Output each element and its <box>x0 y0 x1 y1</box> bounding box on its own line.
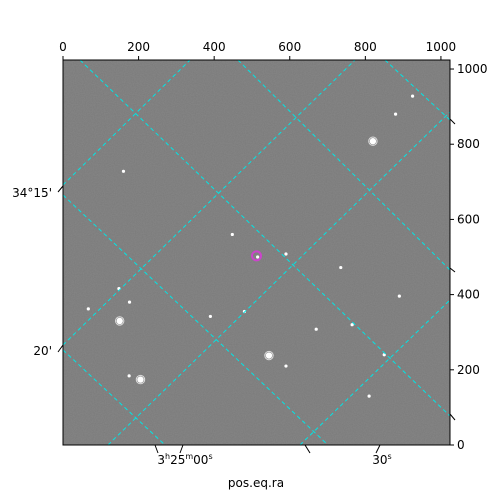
ra-tick-label-1: 3h25m00s <box>157 452 212 467</box>
y-pixel-ticks: 0 200 400 600 800 1000 <box>450 62 488 452</box>
grid-line <box>237 60 450 271</box>
world-coordinate-ticks <box>57 118 456 454</box>
world-tick-mark <box>304 444 311 454</box>
star-point <box>284 252 288 256</box>
plot-frame <box>62 59 451 446</box>
world-tick-mark <box>57 344 64 353</box>
grid-line <box>384 60 450 121</box>
star-point <box>410 94 415 98</box>
star-point <box>208 314 212 319</box>
star-point <box>339 265 343 270</box>
x-tick-label: 600 <box>278 40 301 54</box>
star-point <box>86 307 90 311</box>
world-tick-mark <box>449 118 456 125</box>
world-tick-mark <box>449 413 456 421</box>
star-point <box>121 169 126 173</box>
star-point <box>397 294 401 298</box>
world-tick-mark <box>375 444 381 454</box>
star-point <box>127 374 131 378</box>
y-tick-label: 600 <box>457 212 480 226</box>
grid-line <box>79 60 450 417</box>
star-point <box>256 255 260 259</box>
x-tick-label: 800 <box>354 40 377 54</box>
x-pixel-ticks: 0 200 400 600 800 1000 <box>59 40 456 60</box>
grid-line <box>107 111 450 445</box>
star-halo <box>368 136 378 146</box>
y-tick-label: 800 <box>457 137 480 151</box>
star-point <box>393 112 398 116</box>
y-tick-label: 1000 <box>457 62 488 76</box>
star-point <box>230 232 234 237</box>
world-tick-mark <box>154 444 159 454</box>
x-tick-label: 200 <box>127 40 150 54</box>
star-point <box>367 394 371 398</box>
dec-tick-label-2: 20' <box>33 344 52 358</box>
star-halo <box>114 316 125 326</box>
coordinate-grid <box>63 60 450 445</box>
ra-tick-label-2: 30s <box>372 452 391 467</box>
x-axis-label: pos.eq.ra <box>228 476 284 490</box>
world-tick-mark <box>449 267 456 273</box>
star-halo <box>264 350 274 361</box>
target-marker <box>251 250 262 262</box>
star-point <box>369 138 377 145</box>
grid-line <box>63 349 166 445</box>
target-markers <box>251 250 262 262</box>
image-noise <box>63 60 450 445</box>
star-point <box>137 376 144 383</box>
y-tick-label: 0 <box>457 438 465 452</box>
grid-line <box>63 60 191 186</box>
star-point <box>350 323 354 327</box>
star-point <box>265 352 273 359</box>
star-point <box>314 327 318 331</box>
x-tick-label: 0 <box>59 40 67 54</box>
x-tick-label: 400 <box>203 40 226 54</box>
world-tick-mark <box>179 444 184 454</box>
y-tick-label: 400 <box>457 288 480 302</box>
star-point <box>127 300 132 304</box>
star-point <box>116 317 123 325</box>
star-halo <box>135 374 146 385</box>
star-field <box>86 94 415 398</box>
y-tick-label: 200 <box>457 363 480 377</box>
star-point <box>284 364 288 368</box>
world-tick-mark <box>57 185 64 193</box>
x-tick-label: 1000 <box>426 40 457 54</box>
grid-line <box>63 60 356 346</box>
dec-tick-label-1: 34°15' <box>12 186 52 200</box>
grid-line <box>63 194 329 445</box>
